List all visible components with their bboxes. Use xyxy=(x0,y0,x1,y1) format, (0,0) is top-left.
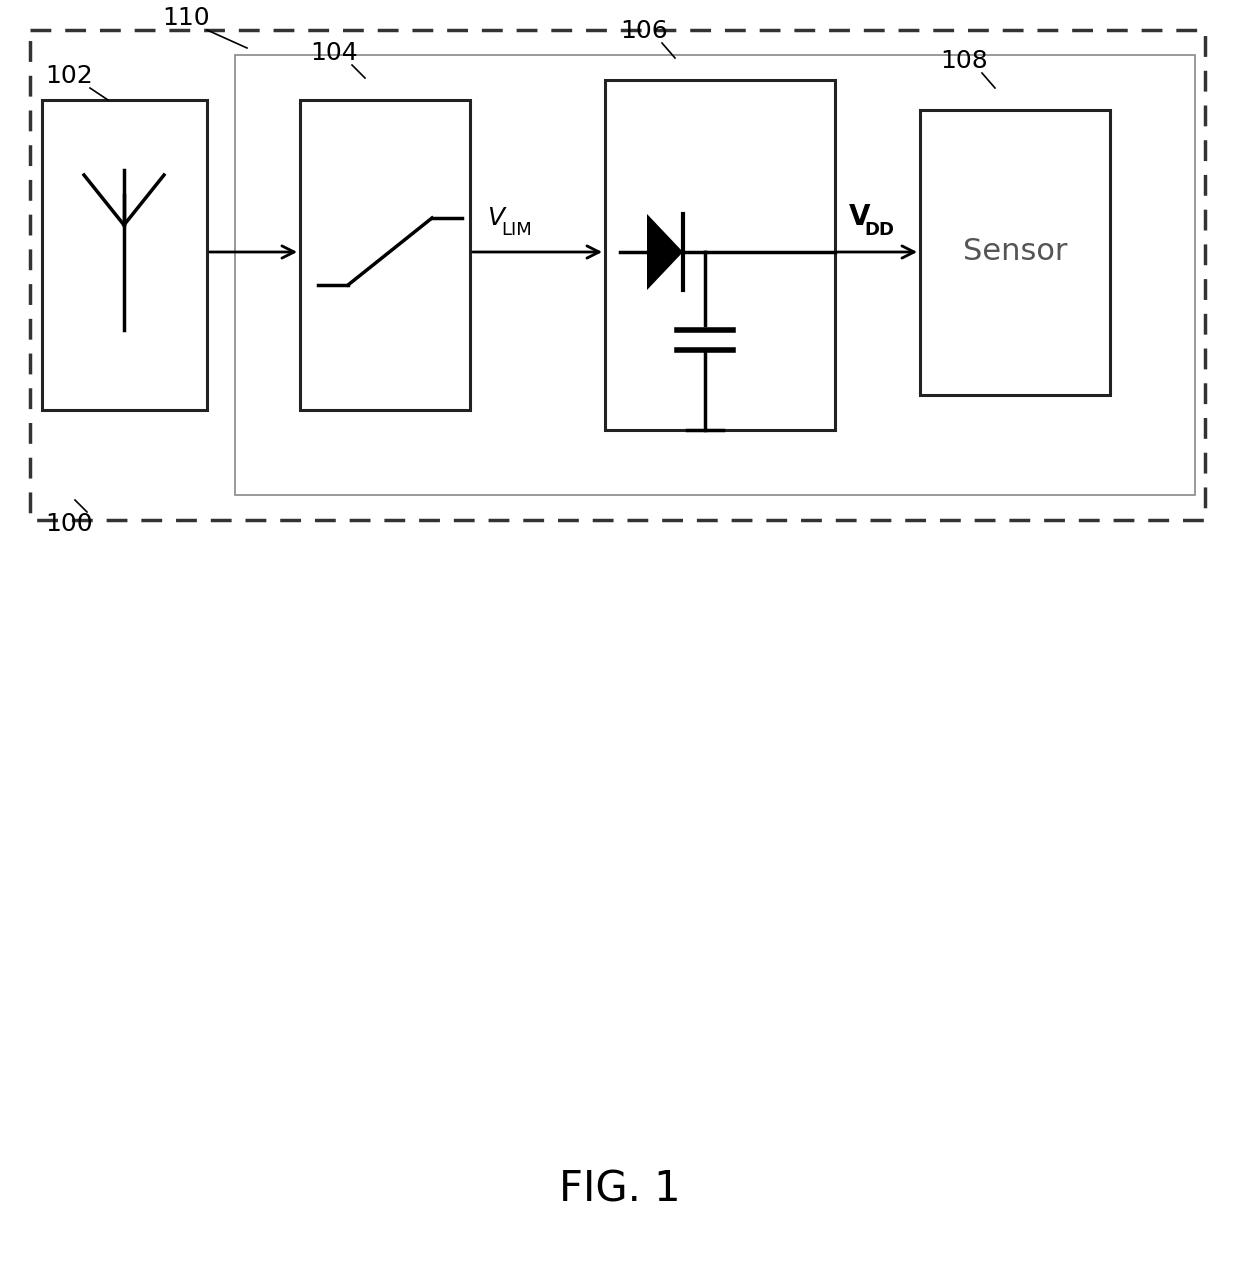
Text: 104: 104 xyxy=(310,41,358,65)
Bar xyxy=(920,110,1110,395)
Bar xyxy=(236,54,1195,495)
Text: V: V xyxy=(487,206,505,230)
Text: LIM: LIM xyxy=(501,222,532,239)
Bar xyxy=(30,30,1205,520)
Bar xyxy=(42,100,207,410)
Text: 102: 102 xyxy=(45,65,93,89)
Bar xyxy=(605,80,835,430)
Text: Sensor: Sensor xyxy=(962,238,1068,267)
Text: $\mathbf{DD}$: $\mathbf{DD}$ xyxy=(864,222,895,239)
Text: FIG. 1: FIG. 1 xyxy=(559,1169,681,1212)
Text: 110: 110 xyxy=(162,6,210,30)
Bar xyxy=(300,100,470,410)
Text: 108: 108 xyxy=(940,49,988,73)
Text: 106: 106 xyxy=(620,19,668,43)
Text: 100: 100 xyxy=(45,511,93,536)
Text: $\mathbf{V}$: $\mathbf{V}$ xyxy=(848,203,872,230)
Polygon shape xyxy=(647,214,683,290)
